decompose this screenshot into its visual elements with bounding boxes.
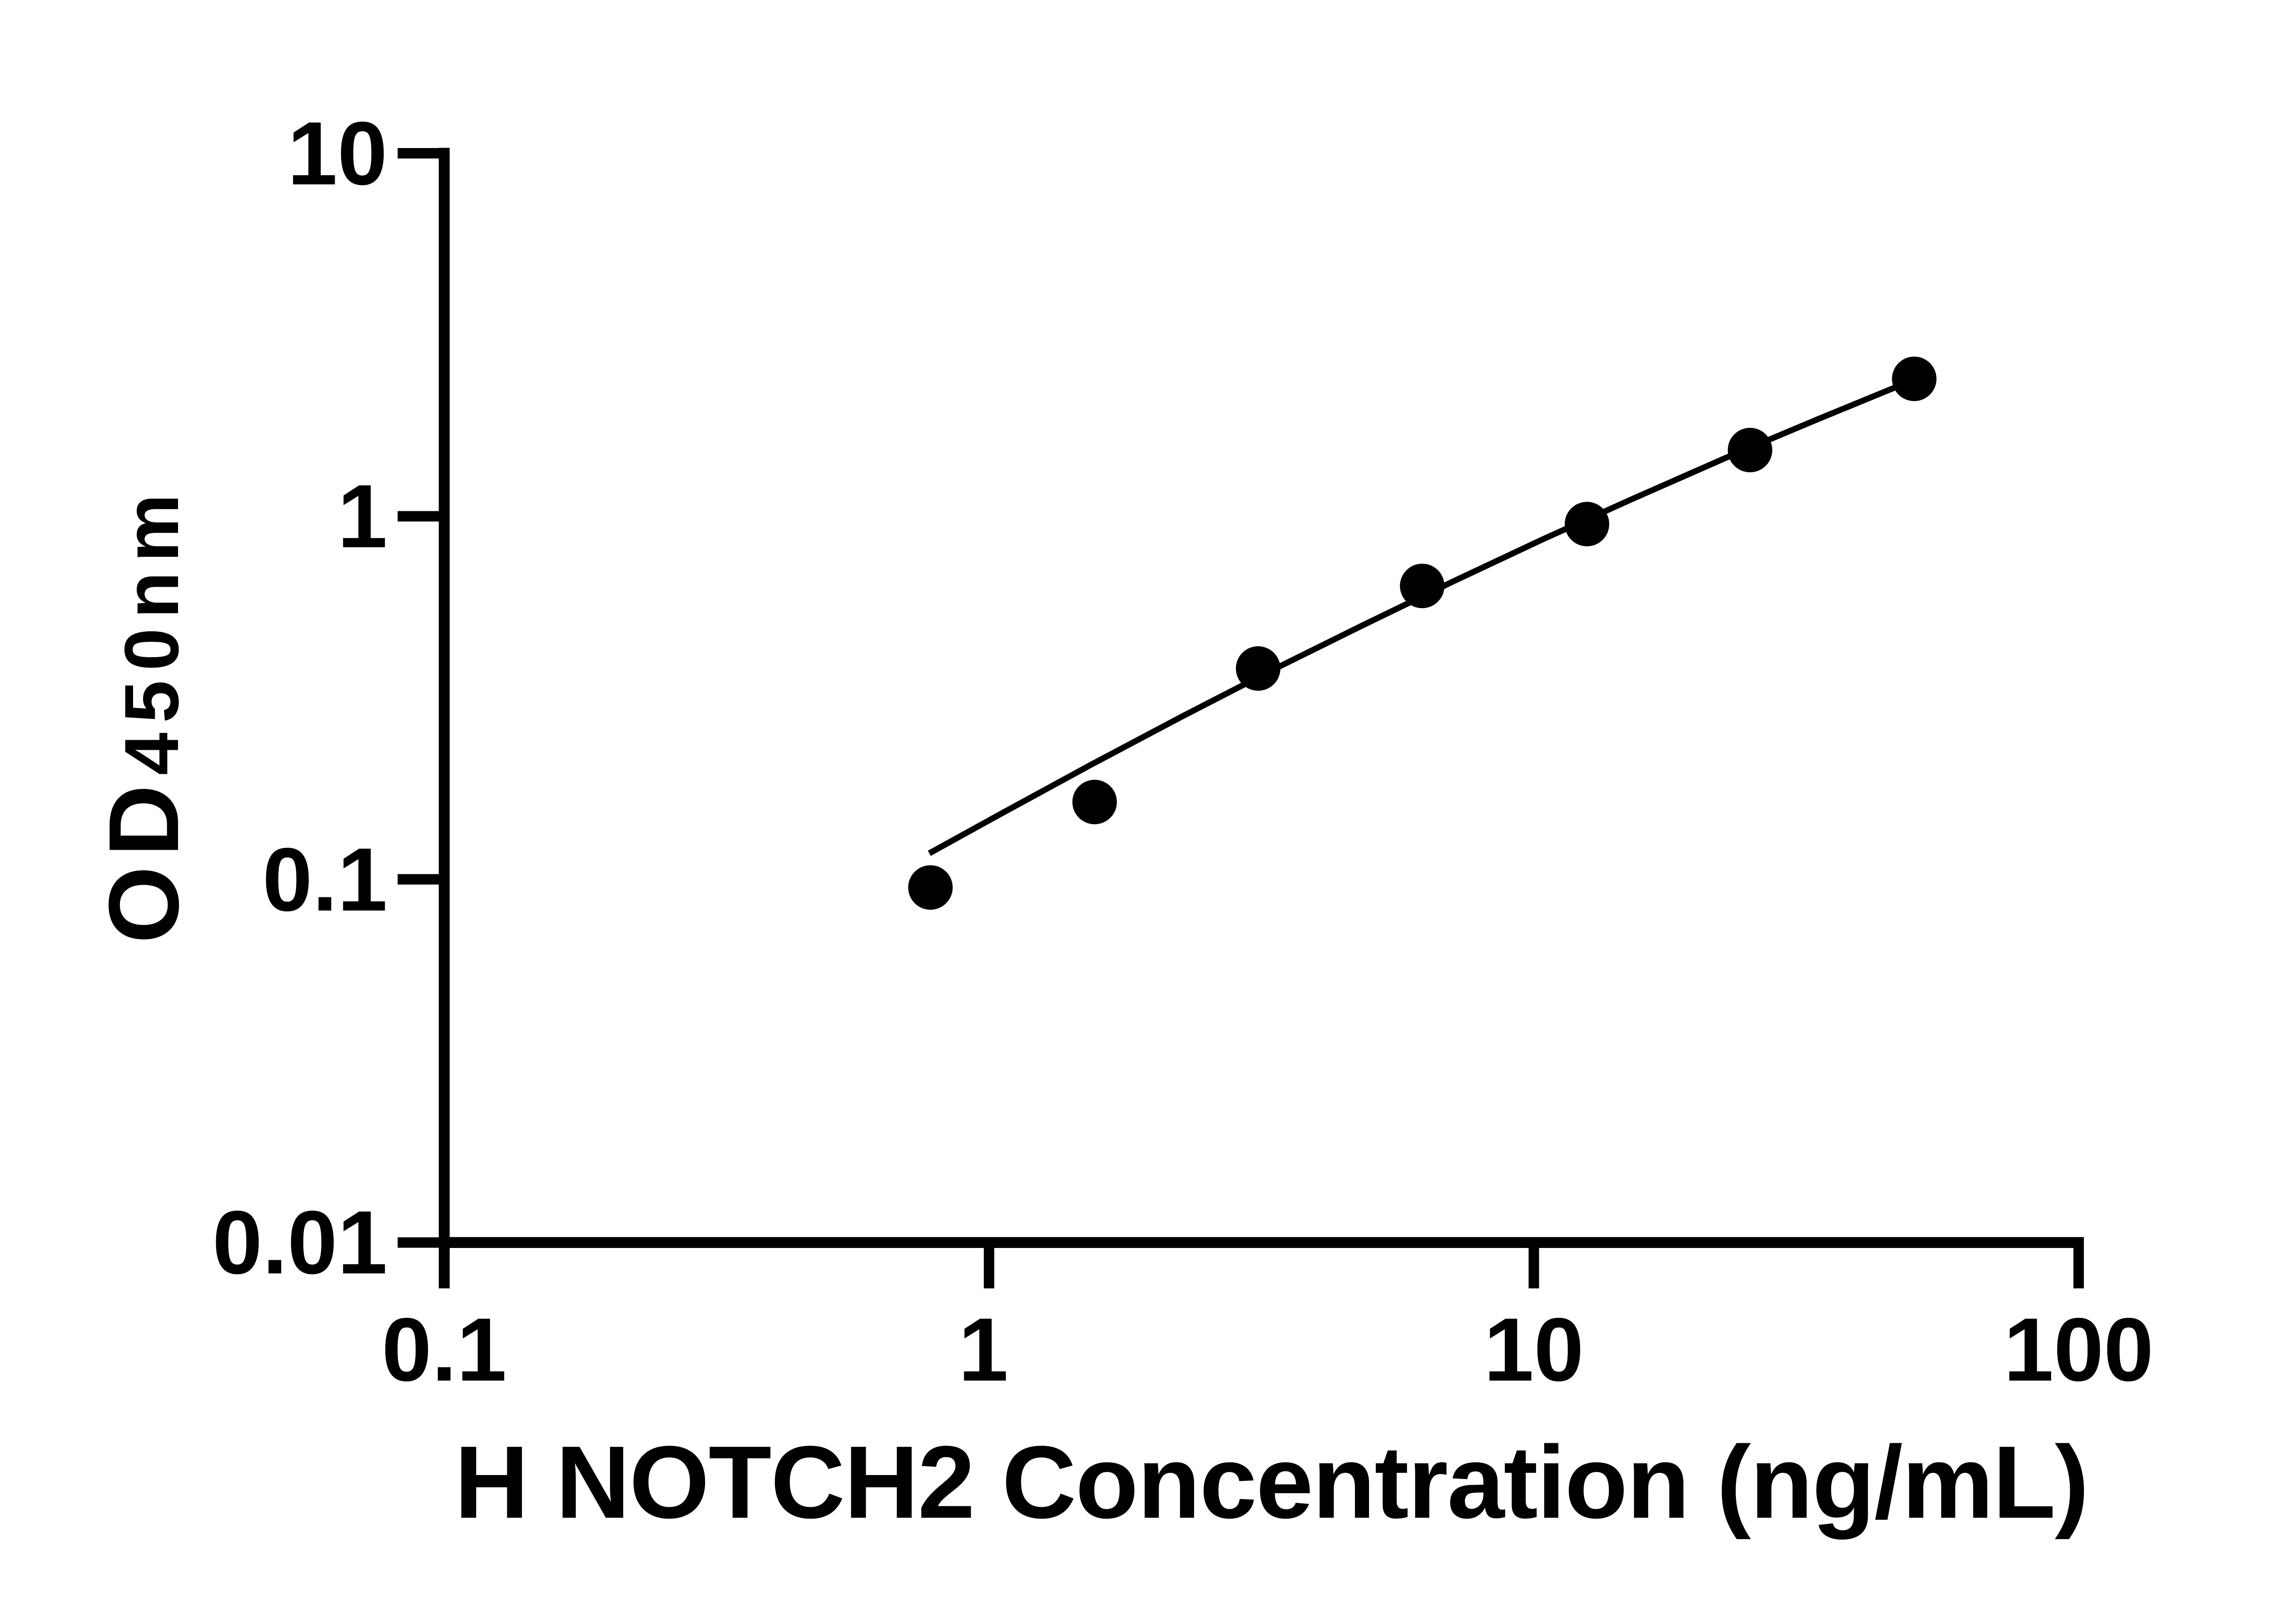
svg-text:0.1: 0.1 [263, 829, 387, 930]
svg-text:0.1: 0.1 [382, 1299, 506, 1400]
svg-text:10: 10 [1484, 1299, 1584, 1400]
svg-text:1: 1 [337, 466, 387, 566]
svg-text:10: 10 [288, 103, 387, 203]
svg-text:100: 100 [2003, 1299, 2153, 1400]
svg-text:H NOTCH2 Concentration (ng/mL): H NOTCH2 Concentration (ng/mL) [454, 1425, 2088, 1540]
svg-text:OD450nm: OD450nm [89, 485, 199, 944]
svg-text:0.01: 0.01 [213, 1192, 387, 1292]
svg-text:1: 1 [958, 1299, 1008, 1400]
